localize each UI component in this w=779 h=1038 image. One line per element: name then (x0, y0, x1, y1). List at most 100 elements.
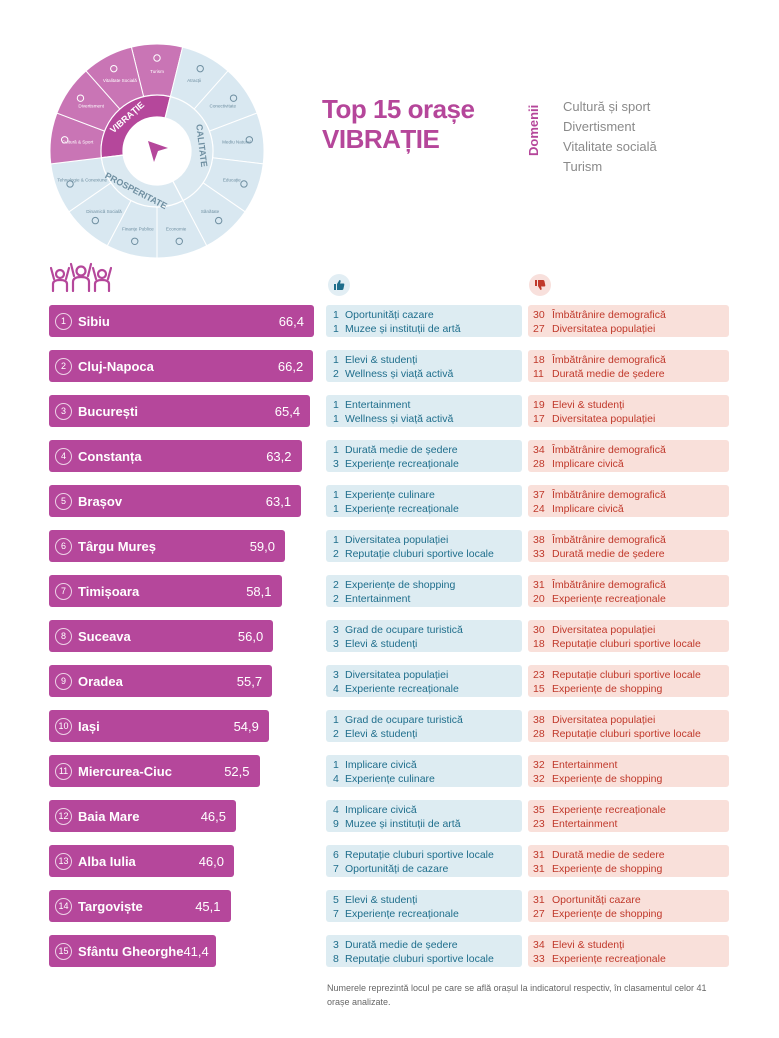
indicator-rank: 1 (333, 399, 339, 411)
weaknesses-box: 34 Îmbătrânire demografică 28 Implicare civ… (528, 440, 729, 472)
domains-wheel: Turism Atracții Conectivitate Mediu Natural… (49, 43, 265, 259)
indicator-rank: 1 (333, 444, 339, 456)
indicator-rank: 15 (533, 683, 545, 695)
graduation-cap-icon (240, 180, 248, 188)
indicator-name: Entertainment (345, 399, 411, 411)
strength-item: 4 Experiențe culinare (333, 772, 522, 786)
weakness-item: 37 Îmbătrânire demografică (533, 488, 729, 502)
thumbs-up-icon (328, 274, 350, 296)
indicator-rank: 4 (333, 804, 339, 816)
weakness-item: 15 Experiențe de shopping (533, 682, 729, 696)
indicator-rank: 2 (333, 368, 339, 380)
wheel-segment-label: Mediu Natural (222, 139, 251, 144)
indicator-name: Elevi & studenți (345, 354, 418, 366)
indicator-rank: 4 (333, 773, 339, 785)
indicator-name: Experiențe culinare (345, 773, 435, 785)
city-name: Târgu Mureș (78, 538, 157, 554)
strengths-box: 2 Experiențe de shopping 2 Entertainment (326, 575, 522, 607)
indicator-rank: 17 (533, 413, 545, 425)
weaknesses-box: 37 Îmbătrânire demografică 24 Implicare civ… (528, 485, 729, 517)
indicator-rank: 6 (333, 849, 339, 861)
indicator-name: Experiențe de shopping (552, 773, 663, 785)
domain-list: Cultură și sport Divertisment Vitalitate… (563, 97, 657, 177)
wheel-segment-label: Educație (223, 177, 241, 182)
weaknesses-box: 18 Îmbătrânire demografică 11 Durată medie … (528, 350, 729, 382)
indicator-rank: 9 (333, 818, 339, 830)
rank-badge: 11 (55, 762, 72, 780)
strengths-box: 6 Reputație cluburi sportive locale 7 Oport… (326, 845, 522, 877)
indicator-name: Experiențe recreaționale (552, 593, 666, 605)
footnote: Numerele reprezintă locul pe care se afl… (327, 983, 707, 1007)
indicator-name: Implicare civică (345, 804, 417, 816)
indicator-rank: 38 (533, 714, 545, 726)
indicator-rank: 31 (533, 579, 545, 591)
wheel-segment-label: Cultură & Sport (62, 139, 94, 144)
score-value: 58,1 (246, 583, 272, 599)
wheel-segment-label: Turism (150, 69, 164, 74)
city-name: Cluj-Napoca (78, 358, 154, 374)
strength-item: 1 Durată medie de ședere (333, 443, 522, 457)
indicator-name: Diversitatea populației (552, 624, 656, 636)
strength-item: 2 Elevi & studenți (333, 727, 522, 741)
indicator-name: Implicare civică (552, 458, 624, 470)
score-value: 56,0 (237, 628, 264, 644)
weaknesses-box: 31 Îmbătrânire demografică 20 Experiențe re… (528, 575, 729, 607)
bar-12: 12 Baia Mare 46,5 (49, 800, 236, 832)
indicator-name: Experiențe de shopping (552, 908, 663, 920)
city-name: Timișoara (78, 583, 140, 599)
indicator-rank: 1 (333, 354, 339, 366)
indicator-rank: 30 (533, 309, 545, 321)
weakness-item: 19 Elevi & studenți (533, 398, 729, 412)
weakness-item: 32 Experiențe de shopping (533, 772, 729, 786)
indicator-rank: 1 (333, 759, 339, 771)
indicator-name: Oportunități cazare (552, 894, 641, 906)
indicator-rank: 11 (533, 368, 544, 380)
strength-item: 1 Muzee și instituții de artă (333, 322, 522, 336)
indicator-rank: 1 (333, 323, 339, 335)
domain-item: Cultură și sport (563, 99, 651, 114)
weakness-item: 17 Diversitatea populației (533, 412, 729, 426)
strength-item: 2 Entertainment (333, 592, 522, 606)
indicator-name: Implicare civică (552, 503, 624, 515)
strengths-box: 1 Grad de ocupare turistică 2 Elevi & stude… (326, 710, 522, 742)
strength-item: 1 Experiențe culinare (333, 488, 522, 502)
weakness-item: 24 Implicare civică (533, 502, 729, 516)
indicator-rank: 3 (333, 638, 339, 650)
indicator-rank: 1 (333, 534, 339, 546)
weaknesses-box: 30 Diversitatea populației 18 Reputație clu… (528, 620, 729, 652)
cursor-arrow-icon (148, 141, 168, 162)
score-value: 65,4 (274, 403, 301, 419)
bar-5: 5 Brașov 63,1 (49, 485, 302, 517)
wheel-segment-label: Conectivitate (210, 104, 237, 109)
city-name: București (78, 403, 138, 419)
indicator-name: Elevi & studenți (345, 728, 418, 740)
indicator-rank: 32 (533, 759, 545, 771)
strength-item: 5 Elevi & studenți (333, 893, 522, 907)
bar-7: 7 Timișoara 58,1 (49, 575, 282, 607)
strength-item: 1 Implicare civică (333, 758, 522, 772)
strength-item: 1 Wellness și viață activă (333, 412, 522, 426)
strength-item: 2 Wellness și viață activă (333, 367, 522, 381)
indicator-rank: 27 (533, 323, 545, 335)
rank-badge: 12 (55, 807, 72, 825)
indicator-rank: 32 (533, 773, 545, 785)
indicator-rank: 1 (333, 489, 339, 501)
indicator-name: Îmbătrânire demografică (552, 489, 666, 501)
indicator-name: Experiențe recreaționale (345, 503, 459, 515)
indicator-name: Diversitatea populației (552, 323, 656, 335)
indicator-name: Experiențe recreaționale (345, 458, 459, 470)
weaknesses-box: 19 Elevi & studenți 17 Diversitatea populaț… (528, 395, 729, 427)
indicator-name: Grad de ocupare turistică (345, 714, 463, 726)
weakness-item: 38 Îmbătrânire demografică (533, 533, 729, 547)
indicator-name: Oportunități cazare (345, 309, 434, 321)
indicator-name: Wellness și viață activă (345, 413, 454, 425)
strength-item: 1 Experiențe recreaționale (333, 502, 522, 516)
city-name: Miercurea-Ciuc (78, 763, 172, 779)
ball-icon (60, 136, 69, 144)
strengths-box: 1 Diversitatea populației 2 Reputație clubu… (326, 530, 522, 562)
score-value: 63,1 (265, 493, 292, 509)
indicator-rank: 1 (333, 413, 339, 425)
indicator-rank: 2 (333, 728, 339, 740)
rank-badge: 6 (55, 537, 72, 555)
rank-badge: 4 (55, 447, 72, 465)
